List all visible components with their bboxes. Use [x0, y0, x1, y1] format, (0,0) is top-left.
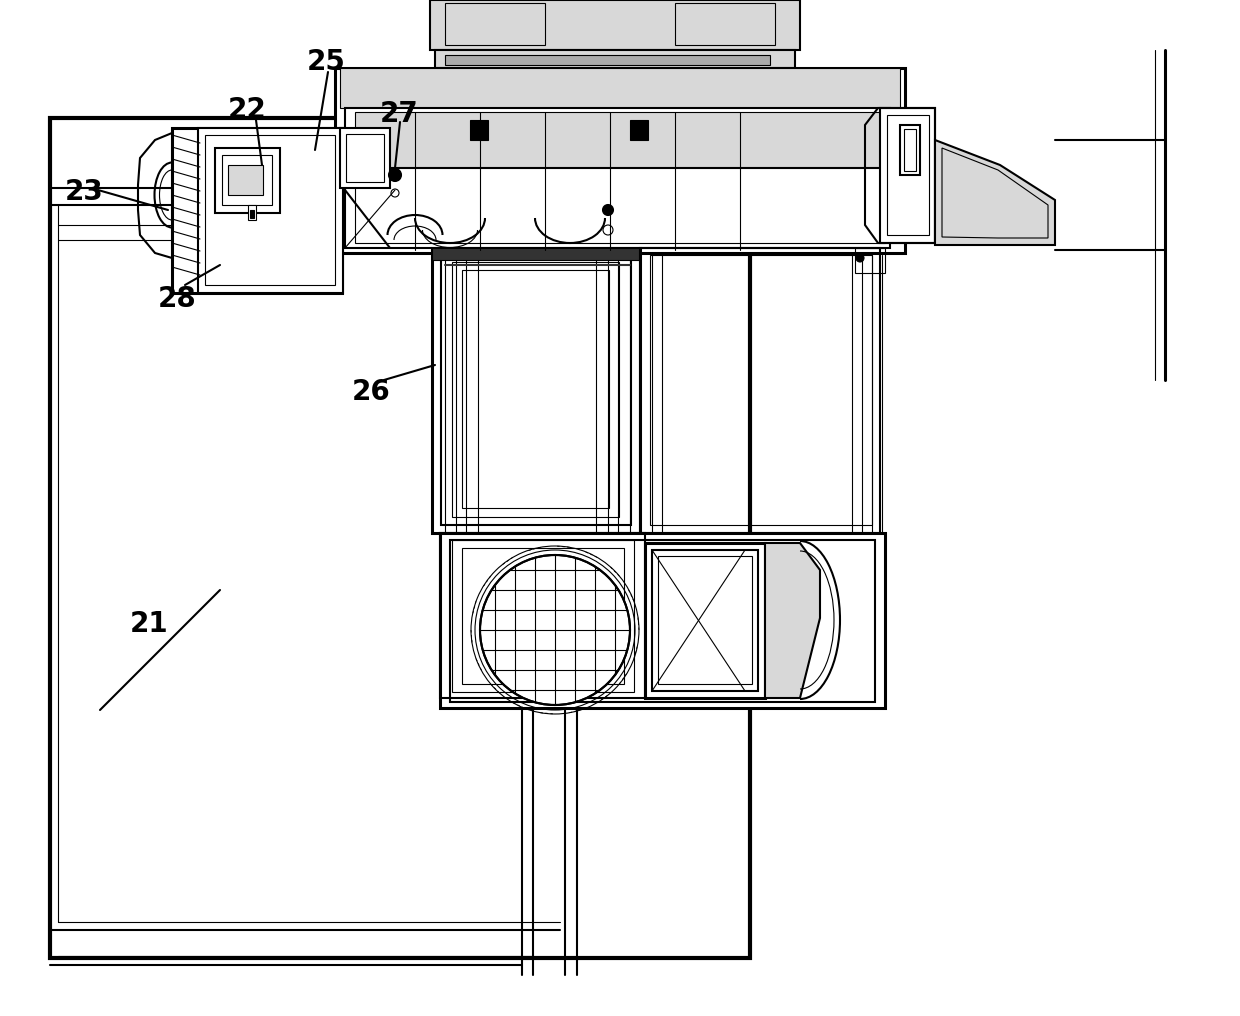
Bar [856, 248, 885, 273]
Bar [430, 0, 800, 50]
Bar [470, 120, 489, 140]
Bar [900, 125, 920, 175]
Polygon shape [935, 140, 1055, 245]
Bar [445, 55, 770, 65]
Bar [345, 108, 890, 248]
Bar [50, 118, 750, 958]
Bar [645, 543, 765, 698]
Bar [432, 248, 640, 260]
Bar [904, 129, 916, 171]
Bar [675, 3, 775, 45]
Bar [346, 134, 384, 182]
Bar [435, 50, 795, 68]
Polygon shape [765, 543, 820, 698]
Circle shape [480, 555, 630, 705]
Circle shape [856, 254, 864, 262]
Bar [432, 248, 640, 533]
Bar [228, 165, 263, 195]
Bar [630, 120, 649, 140]
Bar [453, 262, 619, 517]
Bar [355, 112, 885, 167]
Bar [658, 556, 751, 684]
Bar [463, 270, 609, 508]
Text: 21: 21 [130, 610, 169, 638]
Text: 28: 28 [157, 285, 197, 313]
Bar [440, 533, 885, 708]
Bar [205, 135, 335, 285]
Bar [355, 168, 885, 243]
Bar [650, 255, 872, 525]
Polygon shape [138, 133, 172, 258]
Bar [880, 108, 935, 243]
Text: 23: 23 [64, 178, 104, 206]
Bar [445, 3, 546, 45]
Bar [340, 68, 900, 108]
Bar [640, 248, 880, 533]
Text: 26: 26 [352, 378, 391, 406]
Bar [248, 205, 255, 220]
Text: 25: 25 [308, 48, 346, 76]
Bar [441, 255, 631, 525]
Bar [450, 539, 875, 702]
Circle shape [389, 169, 401, 181]
Bar [652, 550, 758, 691]
Bar [440, 533, 645, 698]
Bar [453, 539, 634, 692]
Bar [198, 128, 343, 293]
Bar [250, 210, 254, 218]
Bar [172, 128, 202, 293]
Text: 27: 27 [379, 100, 419, 128]
Circle shape [391, 189, 399, 197]
Bar [335, 68, 905, 253]
Bar [215, 148, 280, 213]
Bar [463, 548, 624, 684]
Bar [887, 115, 929, 235]
Bar [172, 128, 342, 293]
Circle shape [603, 205, 613, 215]
Bar [222, 155, 272, 205]
Text: 22: 22 [228, 96, 267, 124]
Bar [340, 128, 391, 188]
